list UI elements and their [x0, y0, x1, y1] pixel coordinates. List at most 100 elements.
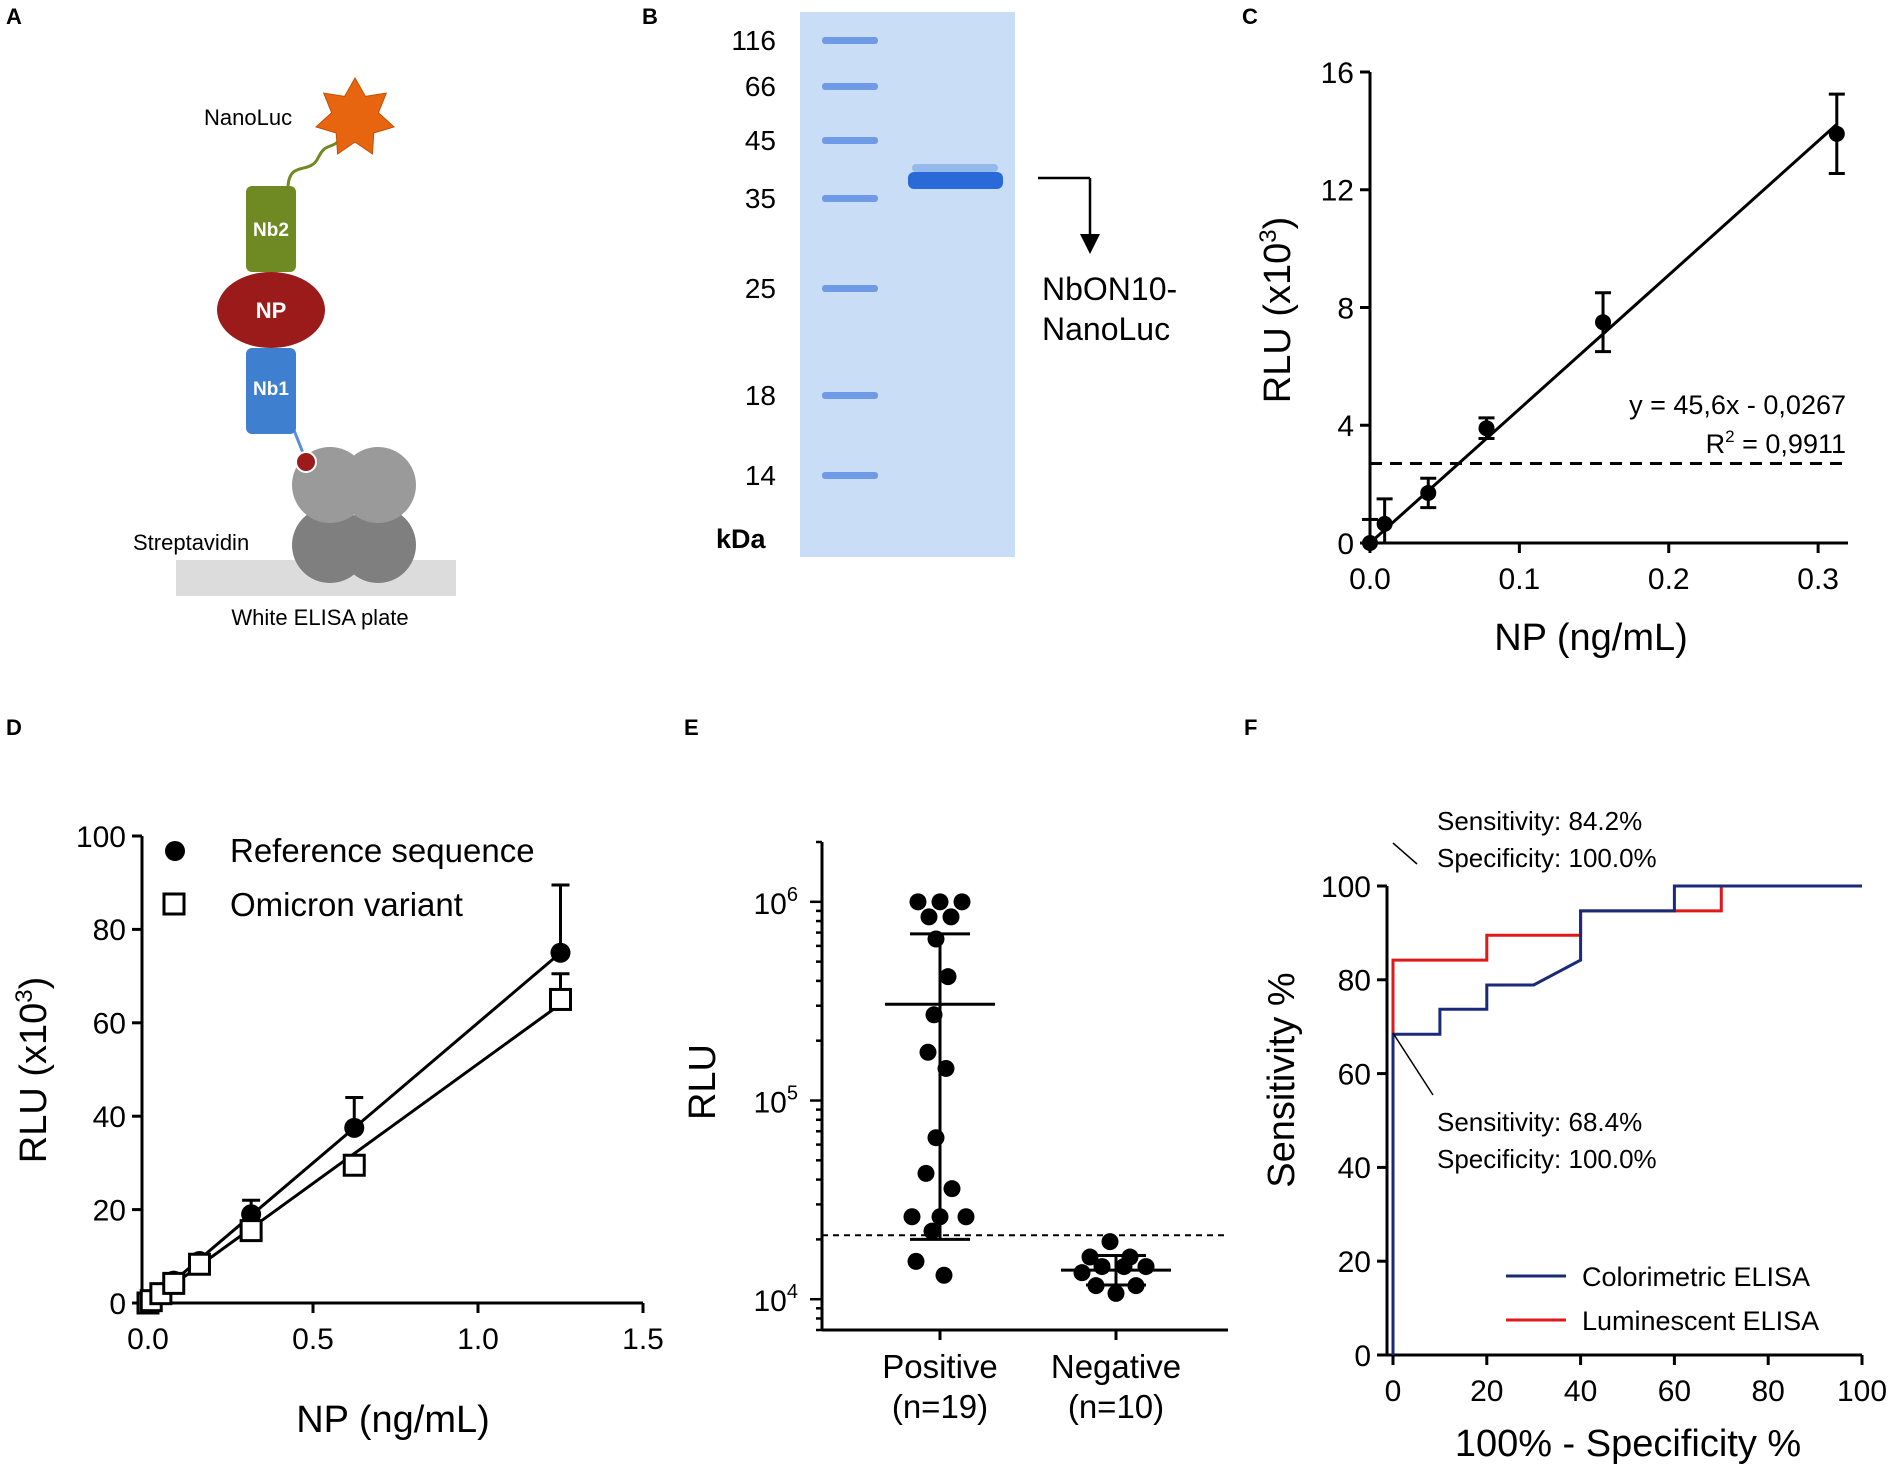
y-tick-label: 104: [754, 1281, 799, 1318]
y-tick-label: 106: [754, 884, 799, 921]
c-r-squared: R2 = 0,9911: [1706, 427, 1846, 459]
biotin-dot: [295, 451, 317, 473]
c-r2-value: = 0,9911: [1735, 429, 1846, 459]
nb1-block: [246, 348, 296, 434]
x-tick-label: 1.0: [457, 1323, 499, 1356]
y-tick-label: 0: [1337, 528, 1354, 561]
e-sample-point: [1073, 1264, 1091, 1282]
panel-b-gel: 116 66 45 35 25 18 14 kDa NbON10- NanoLuc: [716, 12, 1177, 557]
kda-label: kDa: [716, 524, 767, 554]
y-tick-label: 12: [1321, 175, 1354, 208]
e-marks: [822, 893, 1228, 1302]
y-tick-label: 40: [1338, 1152, 1371, 1185]
d-x-axis-title: NP (ng/mL): [296, 1399, 490, 1441]
d-axes: 0.0 0.5 1.0 1.5 0 20 40 60 80 100: [76, 821, 664, 1356]
e-sample-point: [925, 1006, 943, 1024]
y-tick-exponent: 6: [787, 884, 798, 906]
e-category-n-negative: (n=10): [1068, 1388, 1164, 1425]
chart-d-variant-comparison: 0.0 0.5 1.0 1.5 0 20 40 60 80 100 Reference seque…: [11, 821, 664, 1441]
f-y-axis-title: Sensitivity %: [1261, 972, 1303, 1187]
x-tick-label: 40: [1564, 1375, 1597, 1408]
ladder-band: [822, 195, 878, 202]
gel-marker-label: 18: [745, 380, 776, 411]
y-tick-exponent: 5: [787, 1083, 798, 1105]
x-tick-label: 0.0: [1349, 563, 1391, 596]
chart-f-roc: 0 20 40 60 80 100 0 20 40 60 80 100 Sensitivity: 84…: [1261, 806, 1887, 1465]
y-tick-base: 10: [754, 888, 787, 921]
c-y-axis-title-close: ): [1257, 217, 1299, 230]
e-sample-point: [1137, 1258, 1155, 1276]
c-y-axis-title-main: RLU (x10: [1257, 243, 1299, 404]
f-x-axis-title: 100% - Specificity %: [1455, 1423, 1801, 1465]
nanoluc-star: [315, 76, 395, 155]
e-sample-point: [920, 908, 938, 926]
d-omicron-point: [162, 1271, 186, 1295]
e-y-axis-title: RLU: [682, 1044, 724, 1120]
c-marks: [1362, 92, 1848, 551]
e-sample-point: [935, 1266, 953, 1284]
x-tick-label: 0.0: [127, 1323, 169, 1356]
e-sample-point: [927, 1129, 945, 1147]
e-sample-point: [917, 1164, 935, 1182]
f-axes: 0 20 40 60 80 100 0 20 40 60 80 100: [1321, 871, 1887, 1408]
c-data-point: [1828, 125, 1845, 142]
d-legend-marker-reference: [165, 841, 185, 861]
y-tick-label: 80: [1338, 965, 1371, 998]
gel-background: [800, 12, 1015, 557]
c-data-point: [1376, 515, 1393, 532]
gel-marker-label: 14: [745, 460, 776, 491]
y-tick-label: 60: [93, 1008, 126, 1041]
c-equation: y = 45,6x - 0,0267: [1629, 390, 1846, 420]
band-arrow-head: [1080, 234, 1100, 254]
e-sample-point: [1115, 1258, 1133, 1276]
x-tick-label: 0.2: [1648, 563, 1690, 596]
nb2-block: [246, 186, 296, 272]
ladder-band: [822, 285, 878, 292]
protein-band-halo: [912, 164, 998, 172]
x-tick-label: 100: [1837, 1375, 1887, 1408]
e-sample-point: [1107, 1284, 1125, 1302]
d-reference-point: [550, 942, 571, 963]
np-ellipse: [217, 272, 325, 348]
gel-marker-label: 25: [745, 273, 776, 304]
d-y-axis-title-main: RLU (x10: [13, 1003, 55, 1164]
gel-ladder: [822, 37, 878, 479]
f-annotation-sens-bottom: Sensitivity: 68.4%: [1437, 1107, 1642, 1137]
x-tick-label: 0.3: [1797, 563, 1839, 596]
nb1-label: Nb1: [253, 379, 289, 400]
streptavidin-subunit: [340, 507, 416, 583]
d-reference-point: [344, 1117, 365, 1138]
e-sample-point: [919, 1043, 937, 1061]
d-legend-marker-omicron: [162, 892, 186, 916]
c-data-point: [1595, 314, 1612, 331]
d-legend-reference: Reference sequence: [230, 832, 535, 869]
y-tick-label: 0: [109, 1288, 126, 1321]
gel-marker-labels: 116 66 45 35 25 18 14: [731, 25, 776, 491]
ladder-band: [822, 392, 878, 399]
y-tick-exponent: 4: [787, 1281, 798, 1303]
e-sample-point: [939, 968, 957, 986]
f-marks: [1391, 884, 1862, 1355]
streptavidin-label: Streptavidin: [133, 530, 249, 555]
gel-marker-label: 66: [745, 71, 776, 102]
y-tick-label: 40: [93, 1101, 126, 1134]
panel-letter-b: B: [642, 4, 658, 29]
e-sample-point: [957, 1208, 975, 1226]
y-tick-label: 8: [1337, 292, 1354, 325]
y-tick-label: 60: [1338, 1058, 1371, 1091]
e-sample-point: [943, 1180, 961, 1198]
d-y-axis-title-exp: 3: [11, 989, 38, 1002]
e-sample-point: [1081, 1248, 1099, 1266]
e-category-label-positive: Positive: [882, 1348, 998, 1385]
d-marks: [136, 883, 572, 1315]
e-sample-point: [1093, 1258, 1111, 1276]
y-tick-label: 4: [1337, 410, 1354, 443]
c-x-axis-title: NP (ng/mL): [1494, 617, 1688, 659]
e-sample-point: [953, 893, 971, 911]
nb2-label: Nb2: [253, 220, 289, 241]
y-tick-label: 16: [1321, 57, 1354, 90]
f-annotation-sens-top: Sensitivity: 84.2%: [1437, 806, 1642, 836]
x-tick-label: 0: [1385, 1375, 1402, 1408]
